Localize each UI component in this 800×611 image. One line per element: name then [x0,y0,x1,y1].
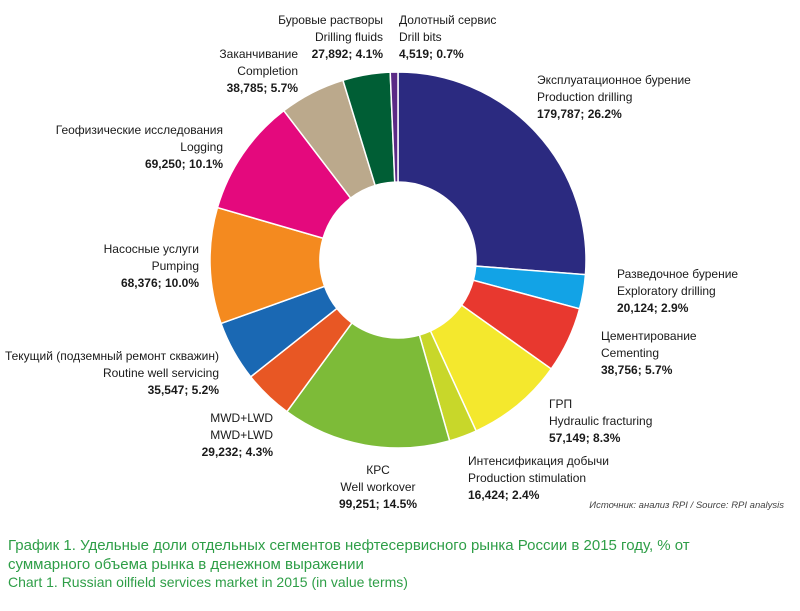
donut-slice-drill-bits [389,71,399,183]
label-en: Production drilling [537,90,633,104]
label-value: 20,124; 2.9% [617,301,689,315]
label-value: 16,424; 2.4% [468,488,540,502]
chart-title-en: Chart 1. Russian oilfield services marke… [8,574,408,590]
slice-label-routine-well-servicing: Текущий (подземный ремонт скважин) Routi… [4,348,219,399]
label-ru: MWD+LWD [210,411,273,425]
label-ru: Геофизические исследования [55,123,223,137]
label-ru: Разведочное бурение [617,267,739,281]
slice-label-drilling-fluids: Буровые растворы Drilling fluids 27,892;… [250,12,383,63]
label-en: Exploratory drilling [617,284,716,298]
label-en: Pumping [151,259,199,273]
label-ru: Эксплуатационное бурение [537,73,691,87]
label-ru: Буровые растворы [278,13,383,27]
label-value: 68,376; 10.0% [120,276,199,290]
slice-label-logging: Геофизические исследования Logging 69,25… [20,122,223,173]
slice-label-drill-bits: Долотный сервис Drill bits 4,519; 0.7% [399,12,496,63]
label-value: 57,149; 8.3% [549,431,621,445]
label-ru: Заканчивание [219,47,298,61]
label-ru: Насосные услуги [103,242,199,256]
label-value: 99,251; 14.5% [338,497,418,511]
label-en: Logging [180,140,223,154]
label-en: MWD+LWD [210,428,273,442]
label-value: 38,756; 5.7% [601,363,673,377]
label-ru: Текущий (подземный ремонт скважин) [4,349,219,363]
label-value: 179,787; 26.2% [537,107,622,121]
label-en: Well workover [340,480,416,494]
slice-label-production-drilling: Эксплуатационное бурение Production dril… [537,72,691,123]
slice-label-hydraulic-fracturing: ГРП Hydraulic fracturing 57,149; 8.3% [549,396,652,447]
label-en: Cementing [601,346,660,360]
label-en: Hydraulic fracturing [549,414,653,428]
label-value: 27,892; 4.1% [311,47,383,61]
slice-label-exploratory-drilling: Разведочное бурение Exploratory drilling… [617,266,738,317]
slice-label-well-workover: КРС Well workover 99,251; 14.5% [318,462,438,513]
label-ru: Цементирование [601,329,697,343]
label-ru: КРС [366,463,390,477]
chart-source: Источник: анализ RPI / Source: RPI analy… [589,500,784,511]
slice-label-production-stimulation: Интенсификация добычи Production stimula… [468,453,609,504]
slice-label-cementing: Цементирование Cementing 38,756; 5.7% [601,328,697,379]
label-ru: Долотный сервис [399,13,497,27]
label-en: Production stimulation [468,471,587,485]
label-ru: ГРП [549,397,573,411]
label-value: 38,785; 5.7% [226,81,298,95]
donut-slice-production-drilling [397,71,587,276]
chart-title-ru: График 1. Удельные доли отдельных сегмен… [8,537,690,573]
label-value: 29,232; 4.3% [201,445,273,459]
slice-label-completion: Заканчивание Completion 38,785; 5.7% [170,46,298,97]
label-en: Routine well servicing [102,366,219,380]
slice-label-mwd-lwd: MWD+LWD MWD+LWD 29,232; 4.3% [160,410,273,461]
label-en: Drill bits [399,30,442,44]
label-en: Drilling fluids [314,30,383,44]
slice-label-pumping: Насосные услуги Pumping 68,376; 10.0% [40,241,199,292]
label-value: 69,250; 10.1% [144,157,223,171]
label-en: Completion [237,64,298,78]
label-ru: Интенсификация добычи [468,454,609,468]
donut-slice-well-workover [285,321,451,449]
label-value: 4,519; 0.7% [399,47,464,61]
label-value: 35,547; 5.2% [147,383,219,397]
